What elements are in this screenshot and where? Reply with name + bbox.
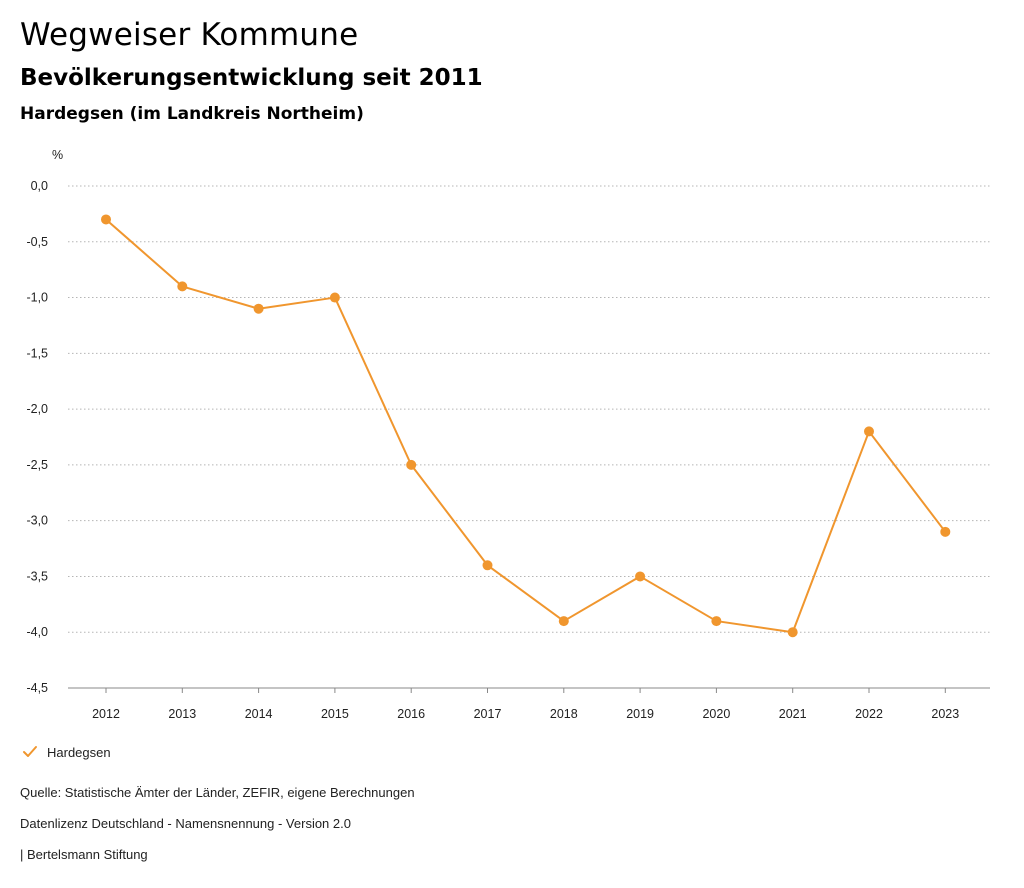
x-tick-label: 2014 bbox=[245, 707, 273, 721]
source-note: Quelle: Statistische Ämter der Länder, Z… bbox=[20, 785, 415, 800]
y-tick-label: -1,5 bbox=[26, 346, 48, 360]
legend-item-label: Hardegsen bbox=[47, 744, 111, 760]
y-tick-label: -1,0 bbox=[26, 291, 48, 305]
data-point[interactable] bbox=[101, 214, 111, 225]
y-tick-label: -3,0 bbox=[26, 514, 48, 528]
region-label: Hardegsen (im Landkreis Northeim) bbox=[20, 104, 364, 124]
data-point[interactable] bbox=[711, 616, 722, 627]
series-hardegsen bbox=[101, 214, 951, 638]
x-tick-label: 2022 bbox=[855, 707, 883, 721]
x-tick-label: 2019 bbox=[626, 707, 654, 721]
data-point[interactable] bbox=[406, 459, 417, 470]
x-tick-label: 2013 bbox=[168, 707, 196, 721]
x-tick-label: 2020 bbox=[702, 707, 730, 721]
x-axis-ticks: 2012 2013 2014 2015 2016 2017 2018 2019 2020 2021… bbox=[92, 688, 959, 721]
data-point[interactable] bbox=[253, 303, 264, 314]
gridlines bbox=[68, 185, 990, 633]
data-point[interactable] bbox=[177, 281, 188, 292]
x-tick-label: 2021 bbox=[779, 707, 807, 721]
x-tick-label: 2018 bbox=[550, 707, 578, 721]
x-tick-label: 2023 bbox=[931, 707, 959, 721]
x-tick-label: 2017 bbox=[474, 707, 502, 721]
series-line bbox=[105, 218, 947, 634]
data-point[interactable] bbox=[558, 616, 569, 627]
check-icon bbox=[23, 746, 37, 757]
x-tick-label: 2016 bbox=[397, 707, 425, 721]
chart-subtitle: Bevölkerungsentwicklung seit 2011 bbox=[20, 65, 483, 91]
license-note: Datenlizenz Deutschland - Namensnennung … bbox=[20, 816, 351, 831]
y-tick-label: -2,0 bbox=[26, 402, 48, 416]
y-tick-label: 0,0 bbox=[31, 179, 48, 193]
y-tick-label: -4,0 bbox=[26, 625, 48, 639]
x-tick-label: 2015 bbox=[321, 707, 349, 721]
line-chart: % 0,0 -0,5 -1,0 -1,5 -2,0 -2,5 -3,0 -3,5 -4,0 -4,… bbox=[26, 148, 990, 721]
y-tick-label: -3,5 bbox=[26, 569, 48, 583]
page-title: Wegweiser Kommune bbox=[20, 17, 359, 53]
x-tick-label: 2012 bbox=[92, 707, 120, 721]
data-point[interactable] bbox=[482, 560, 493, 571]
publisher-note: | Bertelsmann Stiftung bbox=[20, 847, 148, 862]
data-point[interactable] bbox=[787, 627, 798, 638]
y-tick-label: -0,5 bbox=[26, 235, 48, 249]
y-tick-label: -4,5 bbox=[26, 681, 48, 695]
y-axis-unit-label: % bbox=[52, 148, 63, 162]
data-point[interactable] bbox=[940, 526, 951, 537]
legend[interactable]: Hardegsen bbox=[22, 744, 111, 760]
y-axis-ticks: 0,0 -0,5 -1,0 -1,5 -2,0 -2,5 -3,0 -3,5 -4,0 -4,5 bbox=[26, 179, 48, 695]
data-point[interactable] bbox=[635, 571, 646, 582]
data-point[interactable] bbox=[329, 292, 340, 303]
data-point[interactable] bbox=[864, 426, 874, 437]
y-tick-label: -2,5 bbox=[26, 458, 48, 472]
